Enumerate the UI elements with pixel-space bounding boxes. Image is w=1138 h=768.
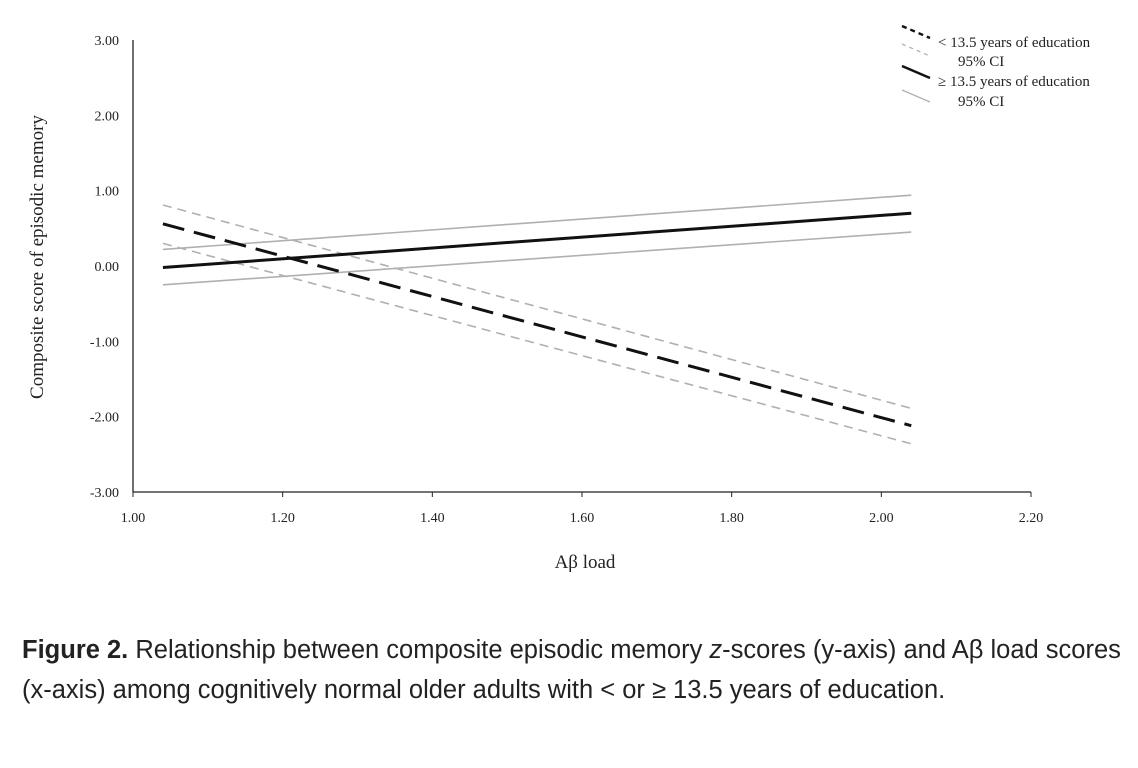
legend-swatch-1 [901, 43, 931, 57]
caption-text-1: Relationship between composite episodic … [128, 636, 710, 664]
series-line-2 [162, 242, 912, 445]
y-tick-label: 0.00 [95, 260, 120, 275]
series-line-5 [162, 231, 912, 286]
legend-swatch-2 [901, 64, 931, 80]
legend-label-0: < 13.5 years of education [938, 35, 1091, 51]
y-tick-label: -3.00 [90, 486, 119, 501]
caption-italic: z [709, 636, 723, 664]
y-tick-label: -1.00 [90, 335, 119, 350]
series-line-0 [162, 222, 912, 428]
x-tick-label: 1.80 [719, 511, 744, 526]
x-tick-label: 1.40 [420, 511, 445, 526]
figure-caption: Figure 2. Relationship between composite… [22, 630, 1122, 710]
legend-label-3: 95% CI [958, 94, 1004, 110]
y-tick-label: 2.00 [95, 109, 120, 124]
legend-swatch-3 [901, 89, 931, 103]
legend: < 13.5 years of education 95% CI ≥ 13.5 ye… [901, 24, 1091, 110]
legend-label-1: 95% CI [958, 54, 1004, 70]
legend-label-2: ≥ 13.5 years of education [938, 74, 1090, 90]
legend-swatch-0 [901, 24, 931, 40]
x-tick-label: 2.20 [1019, 511, 1044, 526]
y-tick-label: -2.00 [90, 411, 119, 426]
series-line-1 [162, 204, 912, 410]
series-lines [162, 194, 912, 445]
series-line-4 [162, 194, 912, 251]
x-tick-label: 1.00 [121, 511, 146, 526]
axes [132, 40, 1031, 493]
chart: 1.00 1.20 1.40 1.60 1.80 2.00 2.20 3.00 2.00 1.00… [27, 24, 1091, 573]
x-tick-label: 2.00 [869, 511, 894, 526]
ticks: 1.00 1.20 1.40 1.60 1.80 2.00 2.20 3.00 2.00 1.00… [90, 34, 1043, 526]
y-tick-label: 3.00 [95, 34, 120, 49]
x-tick-label: 1.60 [570, 511, 595, 526]
y-tick-label: 1.00 [95, 185, 120, 200]
caption-text-2: -scores (y-axis) and Aβ load scores (x-a… [22, 636, 1121, 704]
x-tick-label: 1.20 [270, 511, 295, 526]
y-axis-title: Composite score of episodic memory [27, 115, 48, 399]
caption-label: Figure 2. [22, 636, 129, 664]
x-axis-title: Aβ load [555, 552, 616, 573]
